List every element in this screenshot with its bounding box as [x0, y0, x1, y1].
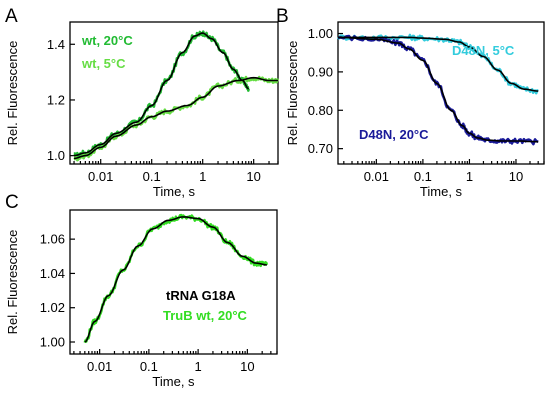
- data-trace: [83, 213, 269, 344]
- y-tick-label: 1.00: [308, 26, 333, 41]
- panel-letter-b: B: [276, 6, 289, 27]
- fit-line: [73, 32, 249, 157]
- y-tick-label: 1.2: [47, 92, 65, 107]
- panel-a-chart: 0.01 0.1 1 10 1.0 1.2 1.4 Time, s Rel. Fluoresce…: [5, 21, 280, 199]
- panel-letter-a: A: [5, 6, 18, 27]
- y-tick-label: 1.00: [40, 335, 65, 350]
- y-tick-label: 1.04: [40, 266, 65, 281]
- x-tick-label: 0.01: [88, 169, 113, 184]
- plot-frame: [69, 21, 279, 165]
- fit-line: [73, 76, 278, 160]
- y-tick-label: 1.0: [47, 148, 65, 163]
- x-tick-label: 0.1: [414, 169, 432, 184]
- panel-b-chart: 0.01 0.1 1 10 0.70 0.80 0.90 1.00 Time, s Rel. Fl…: [285, 21, 545, 199]
- x-axis-title: Time, s: [153, 184, 196, 199]
- y-tick-label: 0.90: [308, 64, 333, 79]
- legend-label: wt, 20°C: [81, 33, 133, 48]
- plot-frame: [337, 21, 545, 165]
- y-axis-title: Rel. Fluorescence: [5, 41, 20, 146]
- legend-label: TruB wt, 20°C: [163, 308, 248, 323]
- legend-label: tRNA G18A: [166, 288, 236, 303]
- legend-label: D48N, 5°C: [452, 43, 515, 58]
- y-tick-label: 0.80: [308, 103, 333, 118]
- plot-frame: [69, 209, 278, 355]
- x-tick-label: 1: [466, 169, 473, 184]
- y-tick-label: 1.4: [47, 37, 65, 52]
- x-tick-label: 0.01: [364, 169, 389, 184]
- y-axis-title: Rel. Fluorescence: [285, 41, 300, 146]
- x-tick-label: 0.01: [87, 359, 112, 374]
- x-axis-title: Time, s: [420, 184, 463, 199]
- y-axis-title: Rel. Fluorescence: [5, 230, 20, 335]
- panel-c-chart: 0.01 0.1 1 10 1.00 1.02 1.04 1.06 Time, s Rel. Fl…: [5, 209, 278, 389]
- fit-line: [338, 36, 539, 143]
- x-tick-label: 1: [195, 359, 202, 374]
- y-tick-label: 0.70: [308, 141, 333, 156]
- fit-line: [338, 36, 539, 92]
- x-tick-label: 10: [246, 169, 260, 184]
- x-tick-label: 0.1: [140, 359, 158, 374]
- y-tick-label: 1.06: [40, 232, 65, 247]
- data-trace: [73, 30, 250, 159]
- panel-letter-c: C: [5, 192, 19, 213]
- x-axis-title: Time, s: [152, 374, 195, 389]
- x-tick-label: 1: [199, 169, 206, 184]
- y-tick-label: 1.02: [40, 300, 65, 315]
- legend-label: wt, 5°C: [81, 56, 126, 71]
- x-tick-label: 10: [240, 359, 254, 374]
- legend-label: D48N, 20°C: [359, 127, 429, 142]
- x-tick-label: 10: [509, 169, 523, 184]
- fit-line: [84, 216, 267, 343]
- x-tick-label: 0.1: [143, 169, 161, 184]
